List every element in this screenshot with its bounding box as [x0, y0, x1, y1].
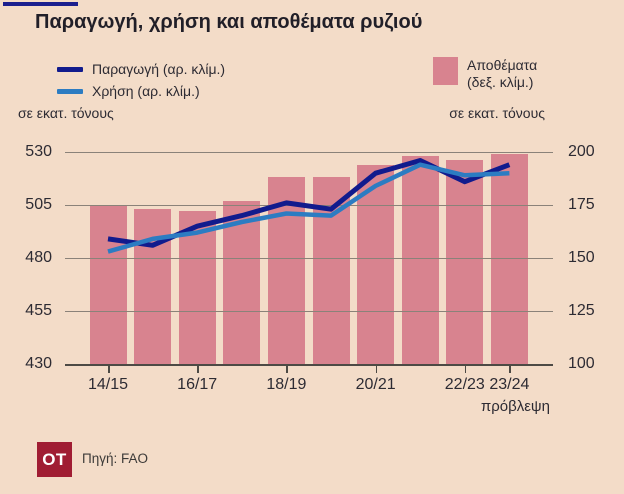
x-axis-line [65, 364, 553, 366]
stocks-bar-22/23 [446, 160, 484, 364]
x-axis-label-20/21: 20/21 [355, 376, 396, 393]
x-axis-tick-23/24 [509, 365, 511, 373]
right-axis-tick-175: 175 [568, 196, 595, 213]
gridline-480 [65, 258, 553, 259]
legend-label-stocks-line2: (δεξ. κλίμ.) [467, 74, 534, 90]
legend-item-production: Παραγωγή (αρ. κλίμ.) [57, 58, 225, 80]
accent-bar [3, 2, 78, 6]
x-axis-label-16/17: 16/17 [177, 376, 218, 393]
legend-label-stocks: Αποθέματα (δεξ. κλίμ.) [467, 57, 537, 91]
forecast-note: πρόβλεψη [480, 398, 550, 415]
left-axis-tick-430: 430 [25, 355, 52, 372]
gridline-455 [65, 311, 553, 312]
stocks-bar-14/15 [89, 205, 127, 364]
x-axis-tick-22/23 [464, 365, 467, 373]
left-axis-unit-label: σε εκατ. τόνους [18, 105, 114, 121]
right-axis-tick-150: 150 [568, 249, 595, 266]
x-axis-tick-20/21 [375, 365, 378, 373]
left-axis-tick-505: 505 [25, 196, 52, 213]
use-line [107, 162, 510, 254]
source-text: Πηγή: FAO [82, 451, 149, 466]
right-axis-unit-label: σε εκατ. τόνους [449, 105, 545, 121]
stocks-bar-20/21 [357, 164, 395, 364]
right-axis-tick-200: 200 [568, 143, 595, 160]
legend-item-use: Χρήση (αρ. κλίμ.) [57, 80, 225, 102]
stocks-bar-21/22 [401, 156, 439, 364]
stocks-bar-swatch-icon [433, 57, 458, 85]
x-axis-label-14/15: 14/15 [87, 376, 129, 393]
x-axis-tick-18/19 [286, 365, 288, 373]
left-axis-tick-455: 455 [25, 302, 52, 319]
gridline-530 [65, 152, 553, 153]
use-line-swatch-icon [57, 88, 83, 94]
x-axis-label-23/24: 23/24 [489, 376, 530, 393]
legend-label-use: Χρήση (αρ. κλίμ.) [92, 83, 200, 99]
left-axis-tick-480: 480 [25, 249, 52, 266]
stocks-bar-17/18 [223, 200, 261, 364]
production-line-swatch-icon [57, 66, 83, 72]
x-axis-tick-14/15 [108, 365, 110, 373]
stocks-bar-16/17 [178, 211, 216, 364]
stocks-bar-23/24 [490, 154, 528, 364]
legend-label-production: Παραγωγή (αρ. κλίμ.) [92, 61, 226, 77]
left-axis-tick-530: 530 [25, 143, 52, 160]
legend-item-stocks: Αποθέματα (δεξ. κλίμ.) [433, 57, 537, 91]
legend-label-stocks-line1: Αποθέματα [467, 57, 538, 73]
right-axis-tick-125: 125 [568, 302, 595, 319]
x-axis-label-22/23: 22/23 [444, 376, 485, 393]
ot-logo: OT [37, 442, 72, 477]
x-axis-tick-16/17 [197, 365, 199, 373]
legend-left: Παραγωγή (αρ. κλίμ.) Χρήση (αρ. κλίμ.) [57, 58, 225, 102]
x-axis-label-18/19: 18/19 [266, 376, 307, 393]
page-title: Παραγωγή, χρήση και αποθέματα ρυζιού [35, 11, 423, 33]
right-axis-tick-100: 100 [568, 355, 595, 372]
